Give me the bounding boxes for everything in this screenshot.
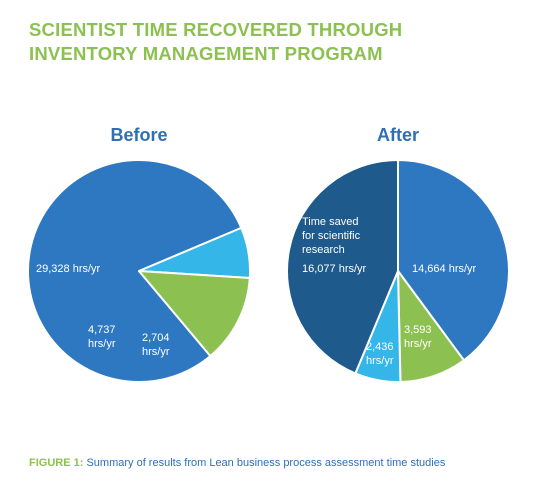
title-line-2: INVENTORY MANAGEMENT PROGRAM [29, 43, 383, 64]
pie-slice [27, 158, 243, 383]
slice-label: 2,436 hrs/yr [366, 341, 394, 367]
pie-slice [138, 270, 251, 358]
caption-label: FIGURE 1: [29, 457, 84, 469]
slice-label: 29,328 hrs/yr [36, 263, 101, 275]
slice-label: Time saved for scientific research 16,077 h… [302, 216, 367, 275]
pie-slice [397, 159, 511, 362]
chart-title: SCIENTIST TIME RECOVERED THROUGH INVENTO… [29, 18, 402, 66]
pie-slice [285, 159, 399, 375]
slice-label: 3,593 hrs/yr [404, 324, 432, 350]
slice-label: 2,704 hrs/yr [142, 332, 170, 358]
slice-label: 4,737 hrs/yr [88, 324, 116, 350]
title-line-1: SCIENTIST TIME RECOVERED THROUGH [29, 19, 403, 40]
figure-caption: FIGURE 1: Summary of results from Lean b… [29, 457, 445, 469]
pie-title: After [377, 125, 419, 145]
caption-text: Summary of results from Lean business pr… [83, 457, 446, 469]
slice-label: 14,664 hrs/yr [412, 263, 477, 275]
pie-title: Before [110, 125, 167, 145]
